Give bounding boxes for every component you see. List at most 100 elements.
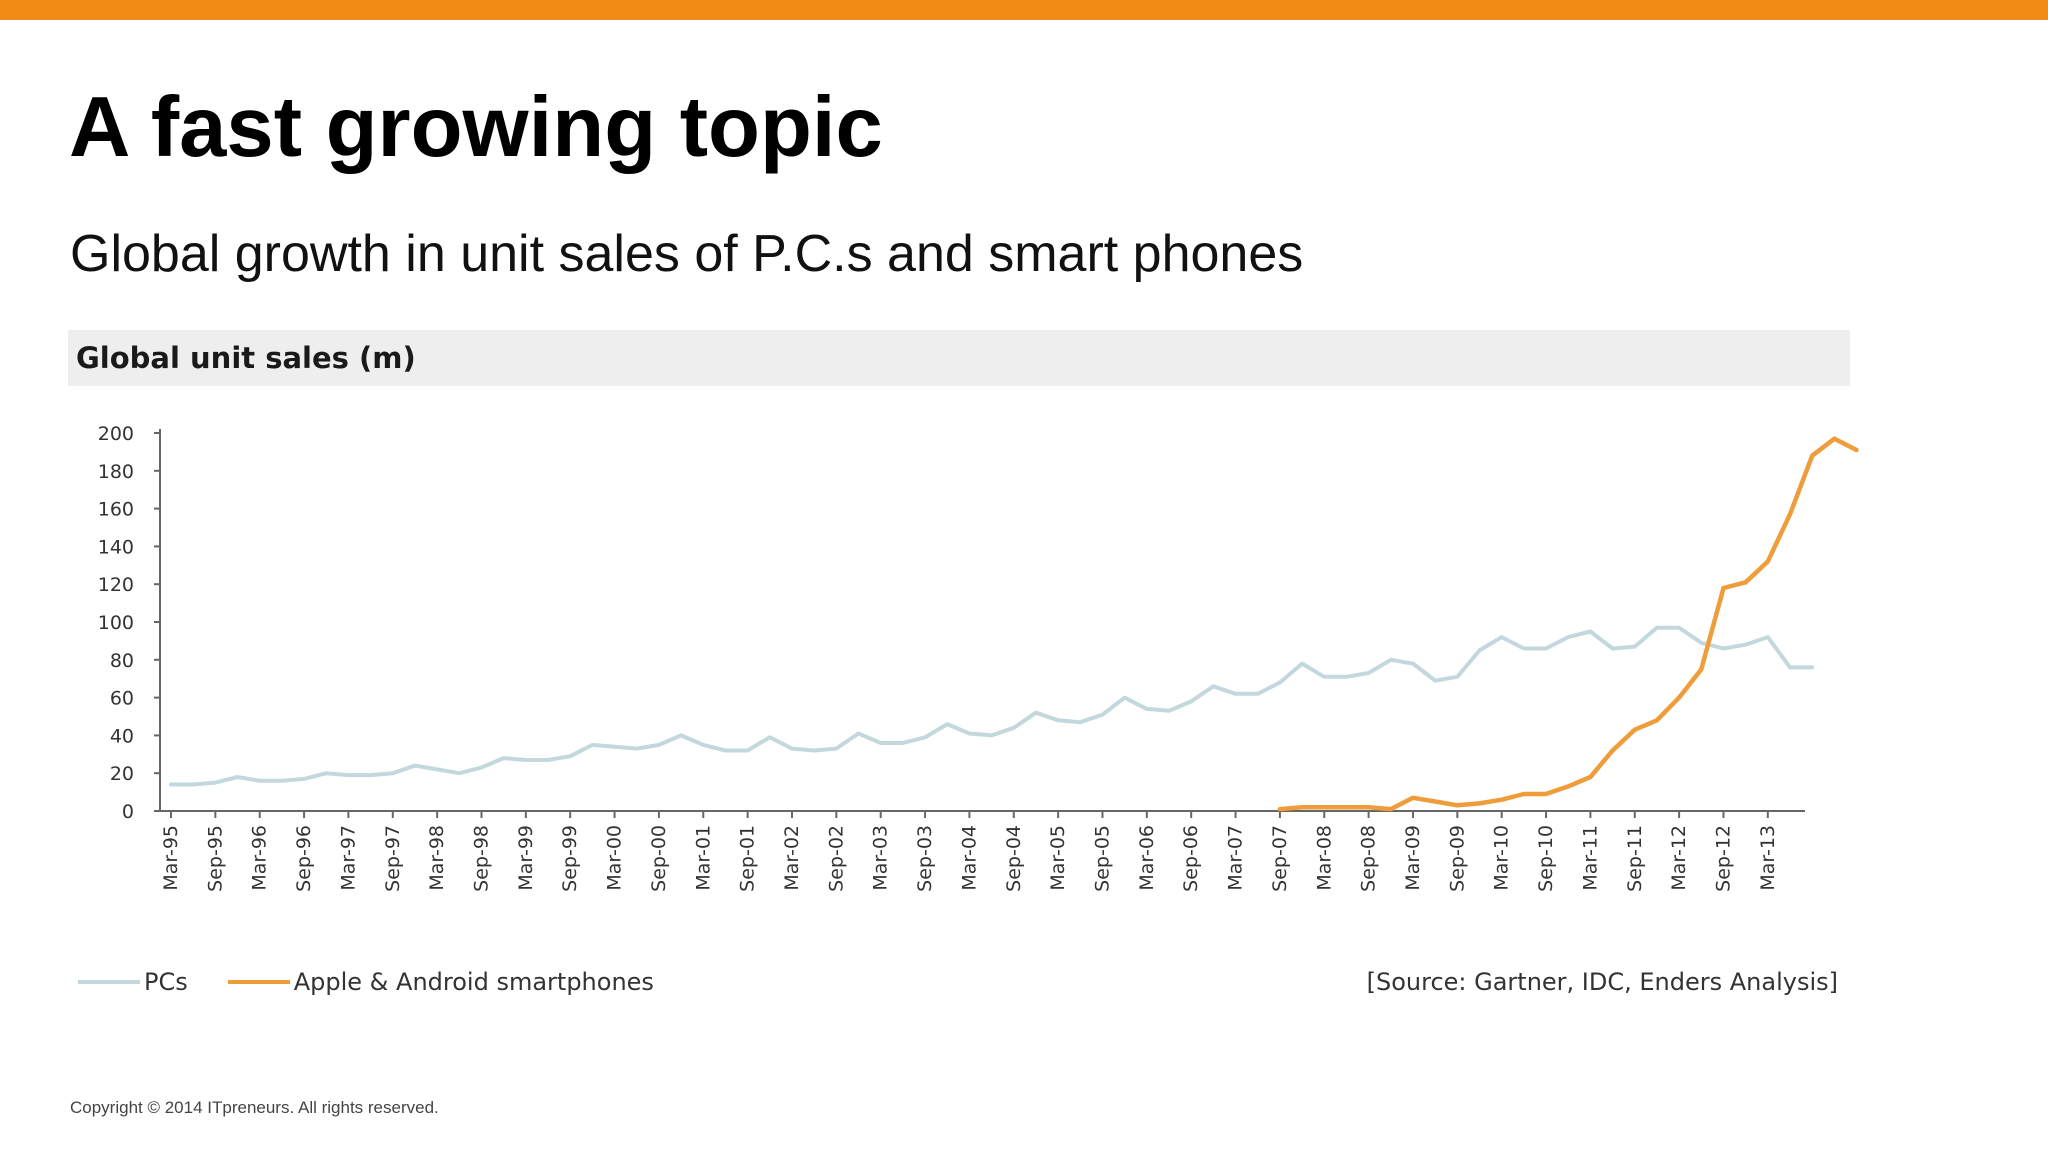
y-tick-label: 140 [98,536,134,558]
data-point-pcs [1411,662,1415,666]
data-point-pcs [679,733,683,738]
data-point-pcs [1211,684,1215,688]
data-point-smartphones [1322,805,1326,809]
data-point-pcs [1477,648,1482,653]
x-tick-label: Mar-97 [337,825,359,891]
x-tick-label: Sep-01 [737,825,759,892]
x-tick-label: Sep-10 [1535,825,1557,892]
data-point-pcs [479,765,484,770]
data-point-smartphones [1477,801,1482,806]
data-point-pcs [457,771,461,775]
x-tick-label: Mar-02 [781,825,803,891]
data-point-pcs [1123,696,1127,700]
data-point-pcs [324,771,328,775]
data-point-smartphones [1810,454,1814,458]
data-point-pcs [169,782,173,787]
slide-title: A fast growing topic [69,80,883,175]
data-point-pcs [1544,646,1548,651]
data-point-pcs [213,781,217,785]
data-point-pcs [1344,675,1348,679]
x-tick-label: Sep-05 [1091,825,1113,892]
x-tick-label: Mar-00 [604,825,626,891]
x-tick-label: Mar-01 [692,825,714,891]
x-tick-label: Sep-06 [1180,825,1202,892]
data-point-pcs [1699,641,1703,645]
data-point-pcs [945,722,949,726]
data-point-pcs [879,741,883,745]
chart-source-note: [Source: Gartner, IDC, Enders Analysis] [1366,968,1838,996]
x-tick-label: Sep-04 [1003,825,1025,892]
data-point-pcs [1278,680,1282,685]
copyright-notice: Copyright © 2014 ITpreneurs. All rights … [70,1098,439,1117]
data-point-pcs [1677,626,1681,630]
data-point-smartphones [1677,696,1681,700]
legend-label-smartphones: Apple & Android smartphones [293,968,654,996]
data-point-pcs [990,733,994,738]
data-point-pcs [1167,709,1171,713]
data-point-pcs [1721,646,1726,651]
x-tick-label: Sep-08 [1358,825,1380,892]
data-point-smartphones [1832,437,1836,441]
x-tick-label: Sep-96 [293,825,315,892]
x-tick-label: Sep-11 [1624,825,1646,892]
data-point-pcs [613,745,617,749]
x-tick-label: Mar-95 [160,825,182,891]
data-point-pcs [967,731,972,736]
x-tick-label: Sep-02 [825,825,847,892]
data-point-pcs [701,743,705,747]
x-tick-label: Mar-06 [1136,825,1158,891]
x-tick-label: Mar-03 [870,825,892,891]
data-point-pcs [1788,665,1792,670]
data-point-pcs [1500,635,1504,639]
chart-header-band: Global unit sales (m) [68,330,1850,386]
data-point-pcs [568,754,572,758]
data-point-smartphones [1699,667,1703,671]
y-tick-label: 20 [110,763,134,785]
data-point-pcs [502,756,506,760]
data-point-smartphones [1633,728,1637,732]
data-point-pcs [923,735,927,739]
data-point-smartphones [1854,448,1859,452]
y-tick-label: 40 [110,725,134,747]
data-point-smartphones [1500,798,1504,802]
y-tick-label: 60 [110,688,134,710]
data-point-pcs [1012,726,1016,730]
slide-subtitle: Global growth in unit sales of P.C.s and… [70,225,1304,283]
data-point-pcs [746,748,750,753]
legend-item-smartphones: Apple & Android smartphones [227,968,654,996]
data-point-smartphones [1544,792,1548,796]
data-point-smartphones [1788,512,1792,516]
x-tick-label: Sep-95 [204,825,226,892]
data-point-pcs [1189,699,1193,704]
data-point-smartphones [1300,805,1304,809]
x-tick-label: Mar-10 [1491,825,1513,891]
data-point-pcs [901,741,905,745]
x-tick-label: Mar-99 [515,825,537,891]
data-point-pcs [834,747,838,751]
data-point-smartphones [1522,792,1526,796]
chart-title: Global unit sales (m) [76,341,416,375]
data-point-pcs [391,771,395,775]
x-tick-label: Mar-96 [249,825,271,891]
y-tick-label: 80 [110,650,134,672]
data-point-pcs [1810,665,1814,670]
data-point-pcs [546,758,550,762]
data-point-pcs [590,743,595,747]
data-point-pcs [768,735,772,739]
data-point-pcs [657,743,661,747]
data-point-pcs [1034,711,1038,715]
data-point-smartphones [1389,807,1393,811]
data-point-pcs [1522,646,1526,651]
x-tick-label: Mar-09 [1402,825,1424,891]
data-point-smartphones [1766,559,1770,564]
x-tick-label: Mar-98 [426,825,448,891]
data-point-smartphones [1367,805,1371,809]
data-point-smartphones [1655,718,1659,722]
data-point-pcs [435,767,439,772]
series-line-pcs [169,625,1815,787]
data-point-pcs [413,764,417,768]
x-tick-label: Mar-13 [1757,825,1779,891]
chart-legend: PCs Apple & Android smartphones [78,964,694,1000]
y-tick-label: 160 [98,499,134,521]
